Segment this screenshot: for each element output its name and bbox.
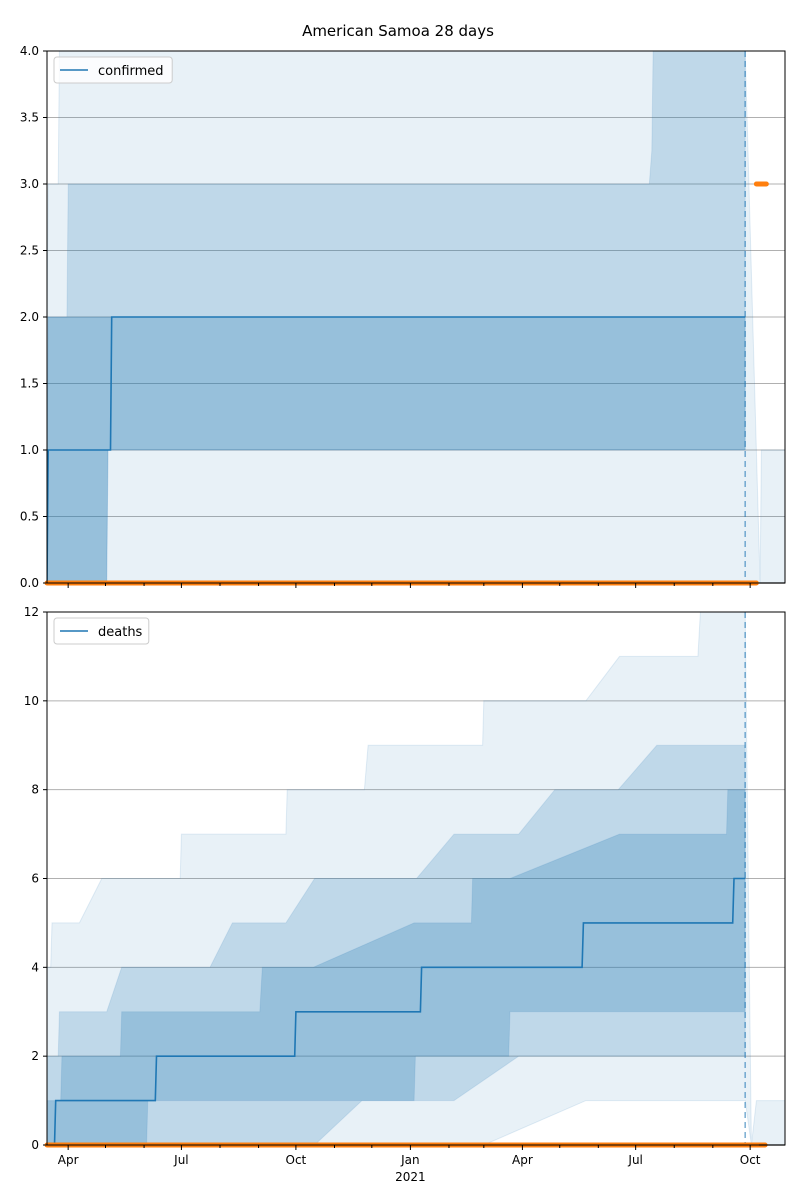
deaths-legend: deaths <box>53 617 150 645</box>
confirmed-ytick-label: 0.5 <box>20 510 39 524</box>
deaths-plot-area <box>47 612 785 1145</box>
deaths-ytick-label: 2 <box>31 1049 39 1063</box>
deaths-line <box>47 877 746 1145</box>
confirmed-legend: confirmed <box>53 56 173 84</box>
deaths-ytick-label: 0 <box>31 1138 39 1152</box>
deaths-xtick-label: Oct <box>286 1153 307 1167</box>
deaths-ytick-label: 12 <box>24 605 39 619</box>
deaths-xtick-label: Jan <box>400 1153 420 1167</box>
deaths-legend-label: deaths <box>98 625 143 640</box>
confirmed-ytick-label: 1.0 <box>20 443 39 457</box>
deaths-band-0 <box>47 612 785 1145</box>
confirmed-ytick-label: 1.5 <box>20 377 39 391</box>
deaths-xtick-label: Jul <box>627 1153 642 1167</box>
deaths-xtick-label: Oct <box>740 1153 761 1167</box>
deaths-xtick-label: Apr <box>512 1153 533 1167</box>
deaths-ytick-label: 4 <box>31 960 39 974</box>
deaths-ytick-label: 6 <box>31 872 39 886</box>
confirmed-ytick-label: 4.0 <box>20 44 39 58</box>
confirmed-ytick-label: 3.0 <box>20 177 39 191</box>
confirmed-line <box>47 316 746 583</box>
deaths-ytick-label: 10 <box>24 694 39 708</box>
deaths-ytick-label: 8 <box>31 783 39 797</box>
deaths-legend-box <box>53 617 150 645</box>
confirmed-plot-area <box>47 51 785 583</box>
figure-title: American Samoa 28 days <box>302 22 494 40</box>
confirmed-legend-box <box>53 56 173 84</box>
deaths-year-label: 2021 <box>395 1170 426 1184</box>
confirmed-ytick-label: 0.0 <box>20 576 39 590</box>
confirmed-legend-label: confirmed <box>98 64 164 79</box>
deaths-panel: 0 2 4 6 8 10 12 Apr Jul Oct Jan Apr Jul Oct 2021 deaths <box>24 605 786 1184</box>
confirmed-panel: 0.0 0.5 1.0 1.5 2.0 2.5 3.0 3.5 4.0 confirmed <box>20 44 786 590</box>
confirmed-ytick-label: 2.0 <box>20 310 39 324</box>
deaths-xtick-label: Apr <box>58 1153 79 1167</box>
confirmed-ytick-label: 3.5 <box>20 111 39 125</box>
confirmed-band-2 <box>47 316 746 583</box>
confirmed-ytick-label: 2.5 <box>20 244 39 258</box>
deaths-xtick-label: Jul <box>173 1153 188 1167</box>
